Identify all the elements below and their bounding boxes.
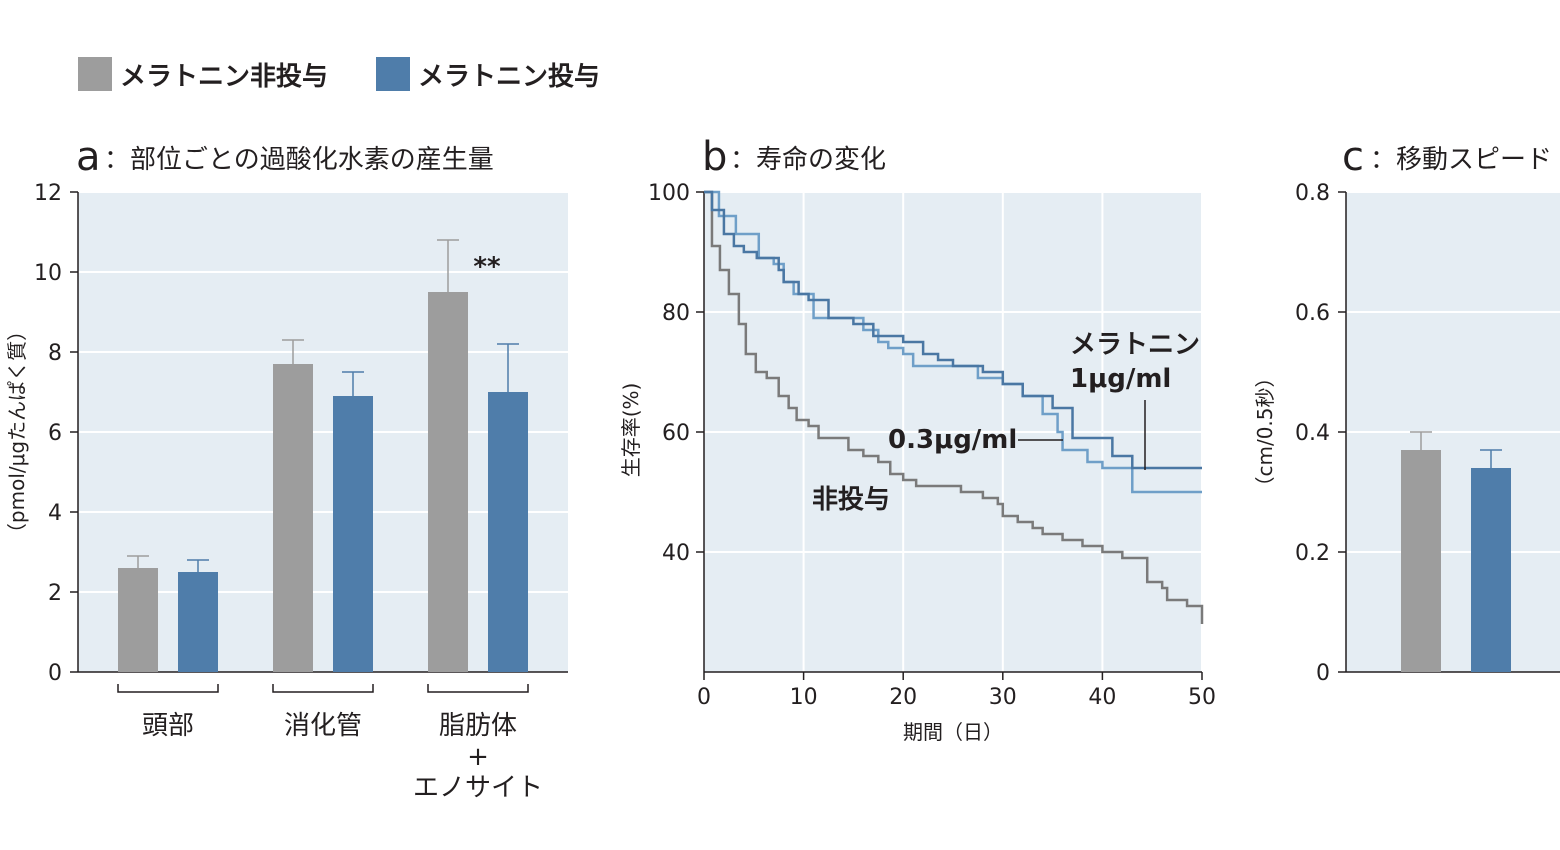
y-tick-label: 0.6 (1295, 301, 1330, 326)
y-tick-label: 10 (34, 261, 62, 286)
annotation-melatonin: メラトニン (1070, 330, 1200, 360)
panel-a-title: a ：部位ごとの過酸化水素の産生量 (76, 134, 494, 180)
y-tick-label: 80 (662, 301, 690, 326)
panel-b-chart: 40 60 80 100 0 10 20 30 40 50 (648, 181, 1216, 710)
survival-line-control (704, 190, 1204, 624)
panel-c-title-text: ：移動スピード (1370, 145, 1552, 175)
category-bracket (427, 684, 529, 693)
annotation-control: 非投与 (812, 485, 890, 515)
bar (488, 392, 528, 672)
annotation-03ug: 0.3μg/ml (888, 425, 1017, 455)
y-tick-label: 2 (48, 581, 62, 606)
category-label: + (467, 742, 489, 772)
x-tick-label: 50 (1188, 685, 1216, 710)
legend-label-control: メラトニン非投与 (120, 62, 328, 92)
significance-marker: ** (473, 252, 501, 282)
y-tick-label: 100 (648, 181, 690, 206)
panel-a-chart: 0 2 4 6 8 10 12 頭部 消化管 脂肪体+エノサイト (34, 181, 568, 803)
x-tick-label: 20 (889, 685, 917, 710)
y-tick-label: 0.2 (1295, 541, 1330, 566)
panel-a-ylabel: （pmol/μgたんぱく質） (5, 321, 29, 543)
category-bracket (272, 684, 374, 693)
category-label: 脂肪体 (439, 711, 517, 741)
legend-label-melatonin: メラトニン投与 (418, 62, 600, 92)
category-label: 頭部 (142, 711, 194, 741)
panel-c-letter: c (1342, 134, 1364, 180)
y-tick-label: 6 (48, 421, 62, 446)
annotation-1ug: 1μg/ml (1070, 364, 1171, 394)
category-label: エノサイト (413, 773, 543, 803)
y-tick-label: 8 (48, 341, 62, 366)
y-tick-label: 0.8 (1295, 181, 1330, 206)
y-tick-label: 60 (662, 421, 690, 446)
x-tick-label: 10 (790, 685, 818, 710)
panel-c-ylabel: （cm/0.5秒） (1253, 367, 1277, 496)
panel-b-title-text: ：寿命の変化 (730, 145, 886, 175)
panel-b-letter: b (702, 134, 727, 180)
y-tick-label: 12 (34, 181, 62, 206)
bar (333, 396, 373, 672)
x-tick-label: 0 (697, 685, 711, 710)
legend-swatch-melatonin (376, 57, 410, 91)
y-tick-label: 0.4 (1295, 421, 1330, 446)
x-tick-label: 40 (1088, 685, 1116, 710)
y-tick-label: 4 (48, 501, 62, 526)
panel-b-title: b ：寿命の変化 (702, 134, 886, 180)
panel-b-xlabel: 期間（日） (903, 720, 1003, 744)
panel-a-letter: a (76, 134, 101, 180)
y-tick-label: 40 (662, 541, 690, 566)
legend: メラトニン非投与 メラトニン投与 (78, 57, 600, 92)
panel-a-title-text: ：部位ごとの過酸化水素の産生量 (104, 145, 494, 175)
bar (273, 364, 313, 672)
y-tick-label: 0 (1316, 661, 1330, 686)
panel-b-ylabel: 生存率(%) (619, 383, 643, 478)
bar (428, 292, 468, 672)
survival-line-1ug (704, 190, 1202, 470)
legend-swatch-control (78, 57, 112, 91)
bar (1471, 468, 1511, 672)
bar (178, 572, 218, 672)
panel-c-title: c ：移動スピード (1342, 134, 1552, 180)
y-tick-label: 0 (48, 661, 62, 686)
panel-c-chart: 0 0.2 0.4 0.6 0.8 (1295, 181, 1560, 686)
x-tick-label: 30 (989, 685, 1017, 710)
category-label: 消化管 (284, 711, 362, 741)
bar (1401, 450, 1441, 672)
bar (118, 568, 158, 672)
category-bracket (117, 684, 219, 693)
